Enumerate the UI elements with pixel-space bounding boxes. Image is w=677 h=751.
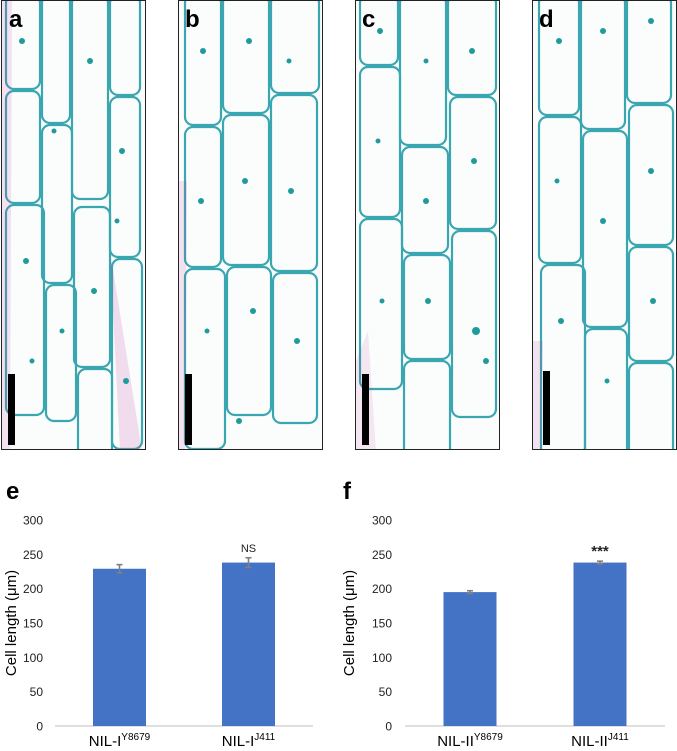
micrograph-c-image: [356, 1, 498, 449]
scale-bar-b: [185, 374, 192, 445]
y-tick-label: 250: [372, 548, 392, 562]
y-axis-label: Cell length (μm): [3, 570, 20, 676]
error-bar: [597, 560, 603, 565]
y-tick-label: 0: [385, 720, 392, 734]
micrograph-panel-b: [178, 0, 323, 450]
x-tick-label: NIL-IJ411: [222, 732, 276, 750]
bar: [93, 568, 146, 726]
error-bar: [467, 589, 473, 595]
y-tick-label: 200: [372, 582, 392, 596]
error-bar: [116, 563, 123, 574]
y-tick-label: 100: [372, 651, 392, 665]
panel-letter-b: b: [185, 6, 200, 33]
scale-bar-d: [543, 371, 550, 445]
bar-chart-f: Cell length (μm) 0 50 100 150 200 250 300 NIL-II…: [341, 514, 665, 750]
y-tick-label: 0: [36, 720, 43, 734]
micrograph-d-image: [533, 1, 675, 449]
panel-letter-c: c: [362, 6, 376, 33]
bar: [443, 592, 497, 726]
chart-letter-e: e: [6, 478, 20, 505]
y-tick-label: 300: [23, 514, 43, 528]
bar: [573, 562, 627, 726]
y-tick-label: 100: [23, 651, 43, 665]
y-tick-label: 150: [372, 617, 392, 631]
x-tick-label: NIL-IY8679: [89, 732, 151, 750]
y-tick-label: 150: [23, 617, 43, 631]
y-axis-label: Cell length (μm): [341, 570, 358, 676]
significance-label: NS: [241, 543, 256, 555]
chart-letter-f: f: [343, 478, 351, 505]
significance-label: ***: [591, 543, 609, 560]
micrograph-b-image: [179, 1, 321, 449]
y-tick-label: 50: [30, 685, 44, 699]
panel-letter-d: d: [539, 6, 554, 33]
x-tick-label: NIL-IIJ411: [571, 732, 629, 750]
micrograph-panel-a: [1, 0, 146, 450]
y-tick-label: 50: [379, 685, 393, 699]
micrograph-panel-c: [355, 0, 500, 450]
bar: [222, 562, 275, 726]
micrograph-panel-d: [532, 0, 677, 450]
panel-letter-a: a: [9, 6, 23, 33]
micrograph-a-image: [2, 1, 144, 449]
scale-bar-c: [362, 374, 369, 445]
y-tick-label: 250: [23, 548, 43, 562]
y-tick-label: 200: [23, 582, 43, 596]
y-tick-label: 300: [372, 514, 392, 528]
bar-chart-e: Cell length (μm) 0 50 100 150 200 250 300 NIL-IY…: [3, 514, 313, 750]
scale-bar-a: [8, 374, 15, 445]
error-bar: [245, 556, 252, 569]
x-tick-label: NIL-IIY8679: [437, 732, 503, 750]
